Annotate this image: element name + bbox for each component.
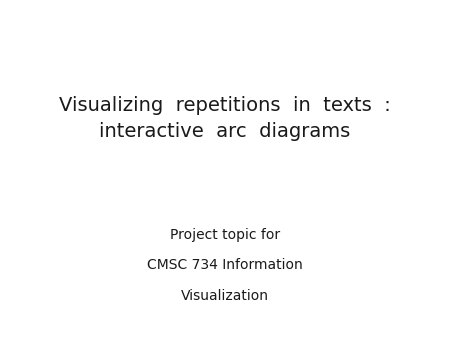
Text: CMSC 734 Information: CMSC 734 Information	[147, 258, 303, 272]
Text: Visualizing  repetitions  in  texts  :
interactive  arc  diagrams: Visualizing repetitions in texts : inter…	[59, 96, 391, 141]
Text: Project topic for: Project topic for	[170, 228, 280, 242]
Text: Visualization: Visualization	[181, 289, 269, 303]
